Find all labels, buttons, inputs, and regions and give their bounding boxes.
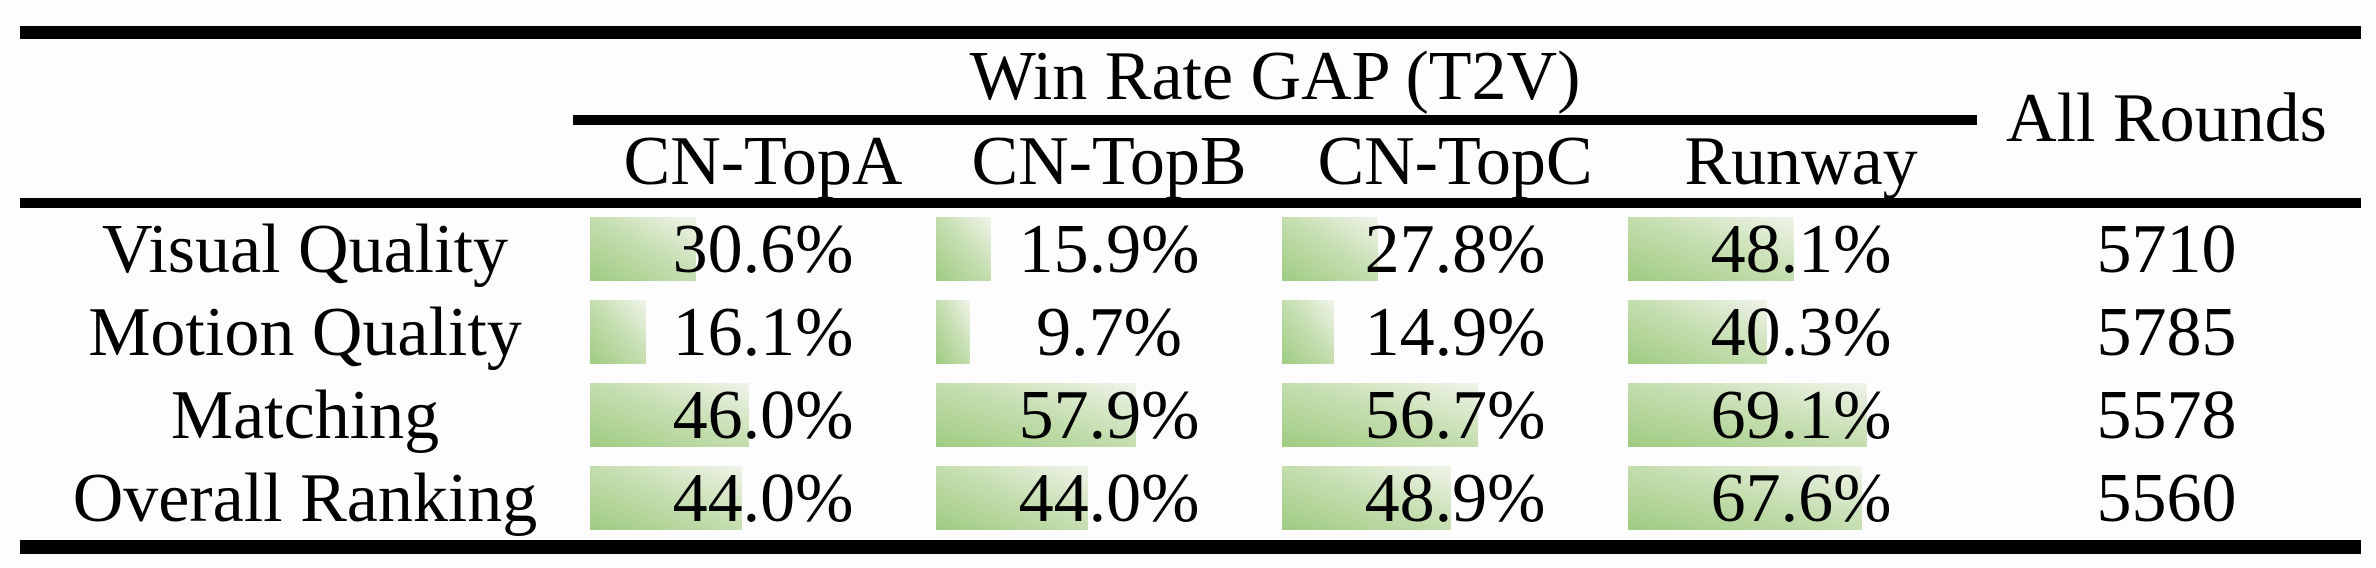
win-rate-bar [1628, 383, 1868, 447]
win-rate-value: 56.7% [1364, 377, 1546, 454]
win-rate-value: 67.6% [1710, 460, 1892, 537]
win-rate-bar [1282, 383, 1479, 447]
win-rate-cell: 44.0% [936, 457, 1282, 540]
win-rate-bar [936, 383, 1137, 447]
all-rounds-value: 5785 [2096, 294, 2237, 371]
win-rate-cell: 15.9% [936, 208, 1282, 291]
header-separator-rule [20, 198, 2361, 208]
column-header-cn-topb: CN-TopB [971, 123, 1247, 200]
win-rate-value: 27.8% [1364, 211, 1546, 288]
win-rate-bar [1628, 466, 1862, 530]
win-rate-value: 14.9% [1364, 294, 1546, 371]
win-rate-bar [1282, 300, 1334, 364]
all-rounds-value: 5578 [2096, 377, 2237, 454]
win-rate-bar [936, 466, 1089, 530]
win-rate-bar [1628, 217, 1795, 281]
win-rate-bar [590, 383, 750, 447]
win-rate-value: 40.3% [1710, 294, 1892, 371]
win-rate-value: 48.1% [1710, 211, 1892, 288]
win-rate-bar [936, 217, 991, 281]
table-row-matching: Matching 46.0% 57.9% 56.7% 69.1% 5578 [0, 374, 2376, 457]
all-rounds-value: 5710 [2096, 211, 2237, 288]
win-rate-value: 16.1% [672, 294, 854, 371]
win-rate-value: 30.6% [672, 211, 854, 288]
row-label: Motion Quality [88, 294, 522, 371]
win-rate-value: 44.0% [1018, 460, 1200, 537]
win-rate-cell: 14.9% [1282, 291, 1628, 374]
win-rate-bar [936, 300, 970, 364]
win-rate-bar [1628, 300, 1768, 364]
win-rate-value: 69.1% [1710, 377, 1892, 454]
column-header-runway: Runway [1684, 123, 1918, 200]
all-rounds-value: 5560 [2096, 460, 2237, 537]
win-rate-cell: 30.6% [590, 208, 936, 291]
win-rate-cell: 56.7% [1282, 374, 1628, 457]
win-rate-bar [590, 300, 646, 364]
win-rate-bar [1282, 466, 1452, 530]
win-rate-cell: 9.7% [936, 291, 1282, 374]
win-rate-cell: 67.6% [1628, 457, 1974, 540]
column-header-all-rounds: All Rounds [2006, 80, 2327, 157]
win-rate-cell: 16.1% [590, 291, 936, 374]
win-rate-bar [590, 217, 696, 281]
win-rate-cell: 40.3% [1628, 291, 1974, 374]
row-label: Matching [170, 377, 440, 454]
group-header-win-rate-gap: Win Rate GAP (T2V) [969, 38, 1581, 115]
column-header-cn-topc: CN-TopC [1317, 123, 1593, 200]
win-rate-value: 9.7% [1036, 294, 1182, 371]
win-rate-bar [590, 466, 743, 530]
win-rate-cell: 69.1% [1628, 374, 1974, 457]
row-label: Visual Quality [101, 211, 509, 288]
win-rate-value: 46.0% [672, 377, 854, 454]
win-rate-value: 15.9% [1018, 211, 1200, 288]
group-header-underline-rule [573, 115, 1977, 125]
table-row-overall-ranking: Overall Ranking 44.0% 44.0% 48.9% 67.6% … [0, 457, 2376, 540]
win-rate-value: 57.9% [1018, 377, 1200, 454]
table-row-motion-quality: Motion Quality 16.1% 9.7% 14.9% 40.3% 57… [0, 291, 2376, 374]
win-rate-cell: 57.9% [936, 374, 1282, 457]
table-bottom-rule [20, 540, 2361, 554]
win-rate-value: 44.0% [672, 460, 854, 537]
win-rate-cell: 44.0% [590, 457, 936, 540]
table-top-rule [20, 26, 2361, 39]
win-rate-cell: 48.1% [1628, 208, 1974, 291]
win-rate-cell: 27.8% [1282, 208, 1628, 291]
table-row-visual-quality: Visual Quality 30.6% 15.9% 27.8% 48.1% 5… [0, 208, 2376, 291]
win-rate-cell: 46.0% [590, 374, 936, 457]
row-label: Overall Ranking [72, 460, 538, 537]
win-rate-bar [1282, 217, 1379, 281]
column-header-cn-topa: CN-TopA [623, 123, 903, 200]
win-rate-value: 48.9% [1364, 460, 1546, 537]
win-rate-cell: 48.9% [1282, 457, 1628, 540]
